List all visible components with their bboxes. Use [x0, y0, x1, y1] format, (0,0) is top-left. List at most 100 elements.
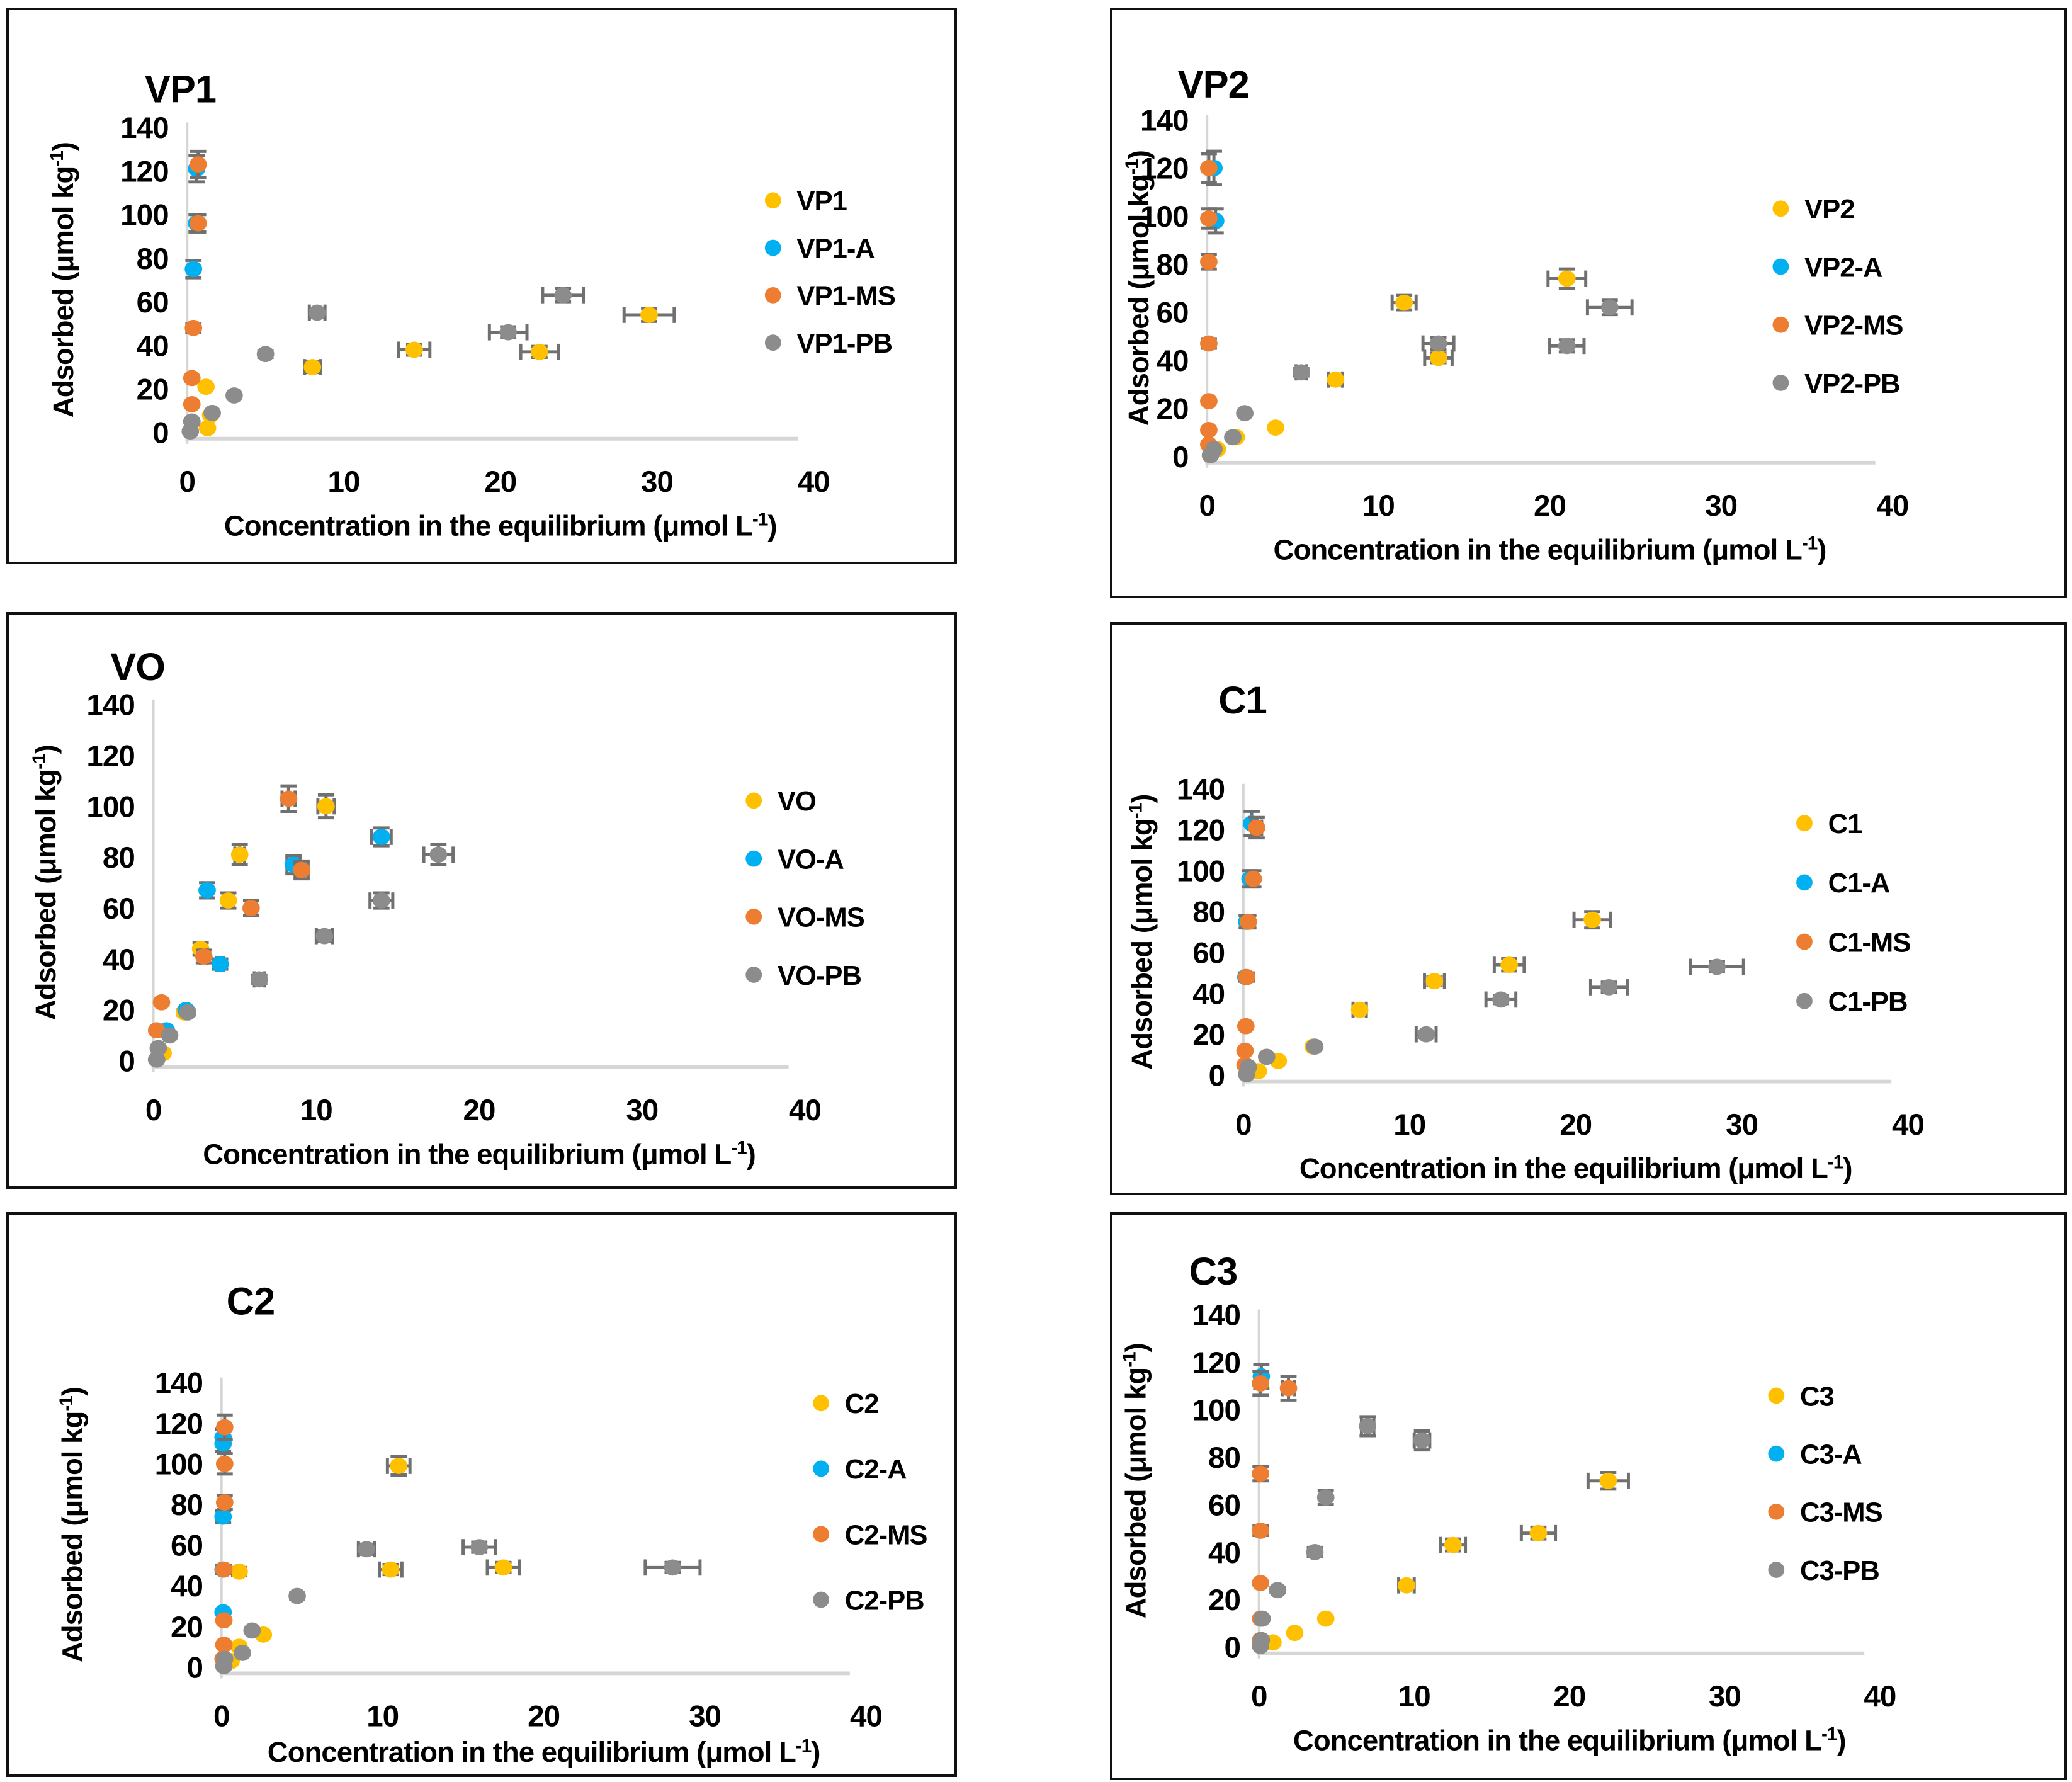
panel-title: VP1 — [145, 68, 216, 111]
x-tick-label: 40 — [1892, 1108, 1924, 1142]
data-point — [1269, 1582, 1287, 1599]
data-point — [1237, 1018, 1255, 1035]
data-point — [197, 378, 215, 395]
y-tick-label: 60 — [1157, 297, 1189, 330]
data-point — [203, 404, 221, 421]
data-point — [189, 156, 207, 173]
series-C3-PB — [1252, 1415, 1432, 1654]
legend-item: C1 — [1796, 809, 1863, 839]
legend-label: VO-PB — [778, 961, 861, 991]
legend-label: VO-MS — [778, 903, 864, 933]
data-point — [1395, 294, 1413, 311]
legend-marker-icon — [1796, 815, 1813, 832]
x-tick-label: 10 — [1393, 1108, 1425, 1142]
legend-label: VP2-MS — [1804, 311, 1903, 341]
x-tick-label: 30 — [626, 1094, 658, 1127]
data-point — [293, 861, 310, 878]
y-tick-label: 40 — [103, 943, 135, 977]
data-point — [1200, 159, 1218, 176]
legend-item: VP2-MS — [1772, 311, 1903, 341]
y-tick-label: 0 — [152, 417, 168, 450]
y-tick-label: 0 — [187, 1651, 203, 1684]
data-point — [1306, 1544, 1324, 1560]
data-point — [1205, 441, 1223, 458]
y-axis-title: Adsorbed (μmol kg-1) — [47, 142, 79, 417]
legend: C3 C3-A C3-MS C3-PB — [1768, 1382, 1883, 1586]
panel-title: C2 — [227, 1280, 275, 1324]
legend-label: VP1-PB — [796, 329, 892, 359]
x-tick-label: 30 — [641, 465, 673, 499]
legend-marker-icon — [813, 1526, 830, 1543]
chart-c2: 0 20 40 60 80 100 120 140 0 10 20 30 40 C2 Concentrati… — [56, 1280, 928, 1769]
legend-marker-icon — [764, 334, 781, 351]
legend-item: C1-MS — [1796, 928, 1911, 958]
series-VP2-MS — [1200, 152, 1218, 453]
y-axis-title: Adsorbed (μmol kg-1) — [56, 1387, 89, 1662]
x-tick-label: 20 — [1553, 1680, 1585, 1713]
legend-item: VP2 — [1772, 195, 1855, 225]
y-tick-label: 120 — [1192, 1346, 1240, 1380]
data-point — [1252, 1632, 1271, 1649]
x-tick-label: 0 — [1199, 489, 1214, 523]
data-point — [1252, 1465, 1270, 1482]
data-point — [214, 1435, 232, 1452]
panel-c2: 0 20 40 60 80 100 120 140 0 10 20 30 40 C2 Concentrati… — [6, 1212, 957, 1777]
panel-title: VO — [110, 645, 165, 689]
data-point — [1350, 1001, 1369, 1018]
legend: C2 C2-A C2-MS C2-PB — [813, 1389, 927, 1616]
y-tick-label: 60 — [1208, 1489, 1240, 1522]
legend-label: C3-MS — [1800, 1498, 1882, 1528]
data-point — [1252, 1523, 1270, 1539]
x-tick-label: 10 — [300, 1094, 332, 1127]
legend-item: VP1-A — [764, 234, 875, 264]
legend-item: C2 — [813, 1389, 880, 1419]
legend-label: VP1-MS — [796, 281, 895, 312]
legend-marker-icon — [764, 239, 781, 256]
x-tick-label: 0 — [179, 465, 195, 499]
series-C2 — [222, 1455, 521, 1669]
chart-vp1: 0 20 40 60 80 100 120 140 0 10 20 30 40 VP1 Concentrat… — [47, 68, 896, 542]
y-tick-label: 60 — [103, 892, 135, 926]
data-point — [1316, 1489, 1335, 1506]
x-tick-label: 20 — [1560, 1108, 1592, 1142]
x-axis-title: Concentration in the equilibrium (μmol L… — [1293, 1724, 1846, 1757]
chart-vo: 0 20 40 60 80 100 120 140 0 10 20 30 40 VO Concentrati… — [29, 645, 865, 1170]
y-tick-label: 120 — [155, 1407, 203, 1441]
data-point — [1236, 1042, 1254, 1059]
legend-label: VP2 — [1804, 195, 1854, 225]
data-point — [215, 1419, 234, 1436]
x-tick-label: 40 — [1876, 489, 1908, 523]
legend-marker-icon — [764, 192, 781, 209]
legend-label: C1-A — [1828, 868, 1890, 899]
legend-item: C3 — [1768, 1382, 1835, 1412]
legend-item: VO — [745, 786, 817, 817]
data-point — [219, 892, 237, 909]
y-tick-label: 0 — [1209, 1060, 1225, 1093]
legend-item: C3-MS — [1768, 1498, 1883, 1528]
data-point — [280, 790, 298, 807]
legend: VP2 VP2-A VP2-MS VP2-PB — [1772, 195, 1903, 399]
y-axis-title: Adsorbed (μmol kg-1) — [1125, 795, 1158, 1070]
panel-c3: 0 20 40 60 80 100 120 140 0 10 20 30 40 C3 Concentrati… — [1110, 1212, 2067, 1780]
data-point — [149, 1040, 167, 1057]
data-point — [234, 1645, 251, 1661]
y-tick-label: 120 — [1177, 814, 1225, 848]
data-point — [1293, 364, 1310, 381]
legend-label: C3-A — [1800, 1439, 1862, 1470]
legend-item: VP2-A — [1772, 253, 1883, 283]
legend-label: VP2-PB — [1804, 369, 1900, 399]
x-axis-title: Concentration in the equilibrium (μmol L… — [268, 1735, 820, 1768]
series-VO-PB — [147, 843, 455, 1068]
y-tick-label: 140 — [155, 1366, 203, 1400]
panel-title: VP2 — [1178, 63, 1249, 106]
data-point — [317, 798, 335, 815]
data-point — [1200, 210, 1218, 227]
series-C1-PB — [1238, 958, 1745, 1082]
x-tick-label: 40 — [789, 1094, 821, 1127]
data-point — [215, 1612, 233, 1629]
series-C1-MS — [1236, 815, 1265, 1074]
legend-marker-icon — [1796, 933, 1813, 950]
y-tick-label: 140 — [86, 689, 134, 722]
y-tick-label: 40 — [171, 1570, 203, 1603]
chart-c3: 0 20 40 60 80 100 120 140 0 10 20 30 40 C3 Concentrati… — [1119, 1250, 1896, 1757]
